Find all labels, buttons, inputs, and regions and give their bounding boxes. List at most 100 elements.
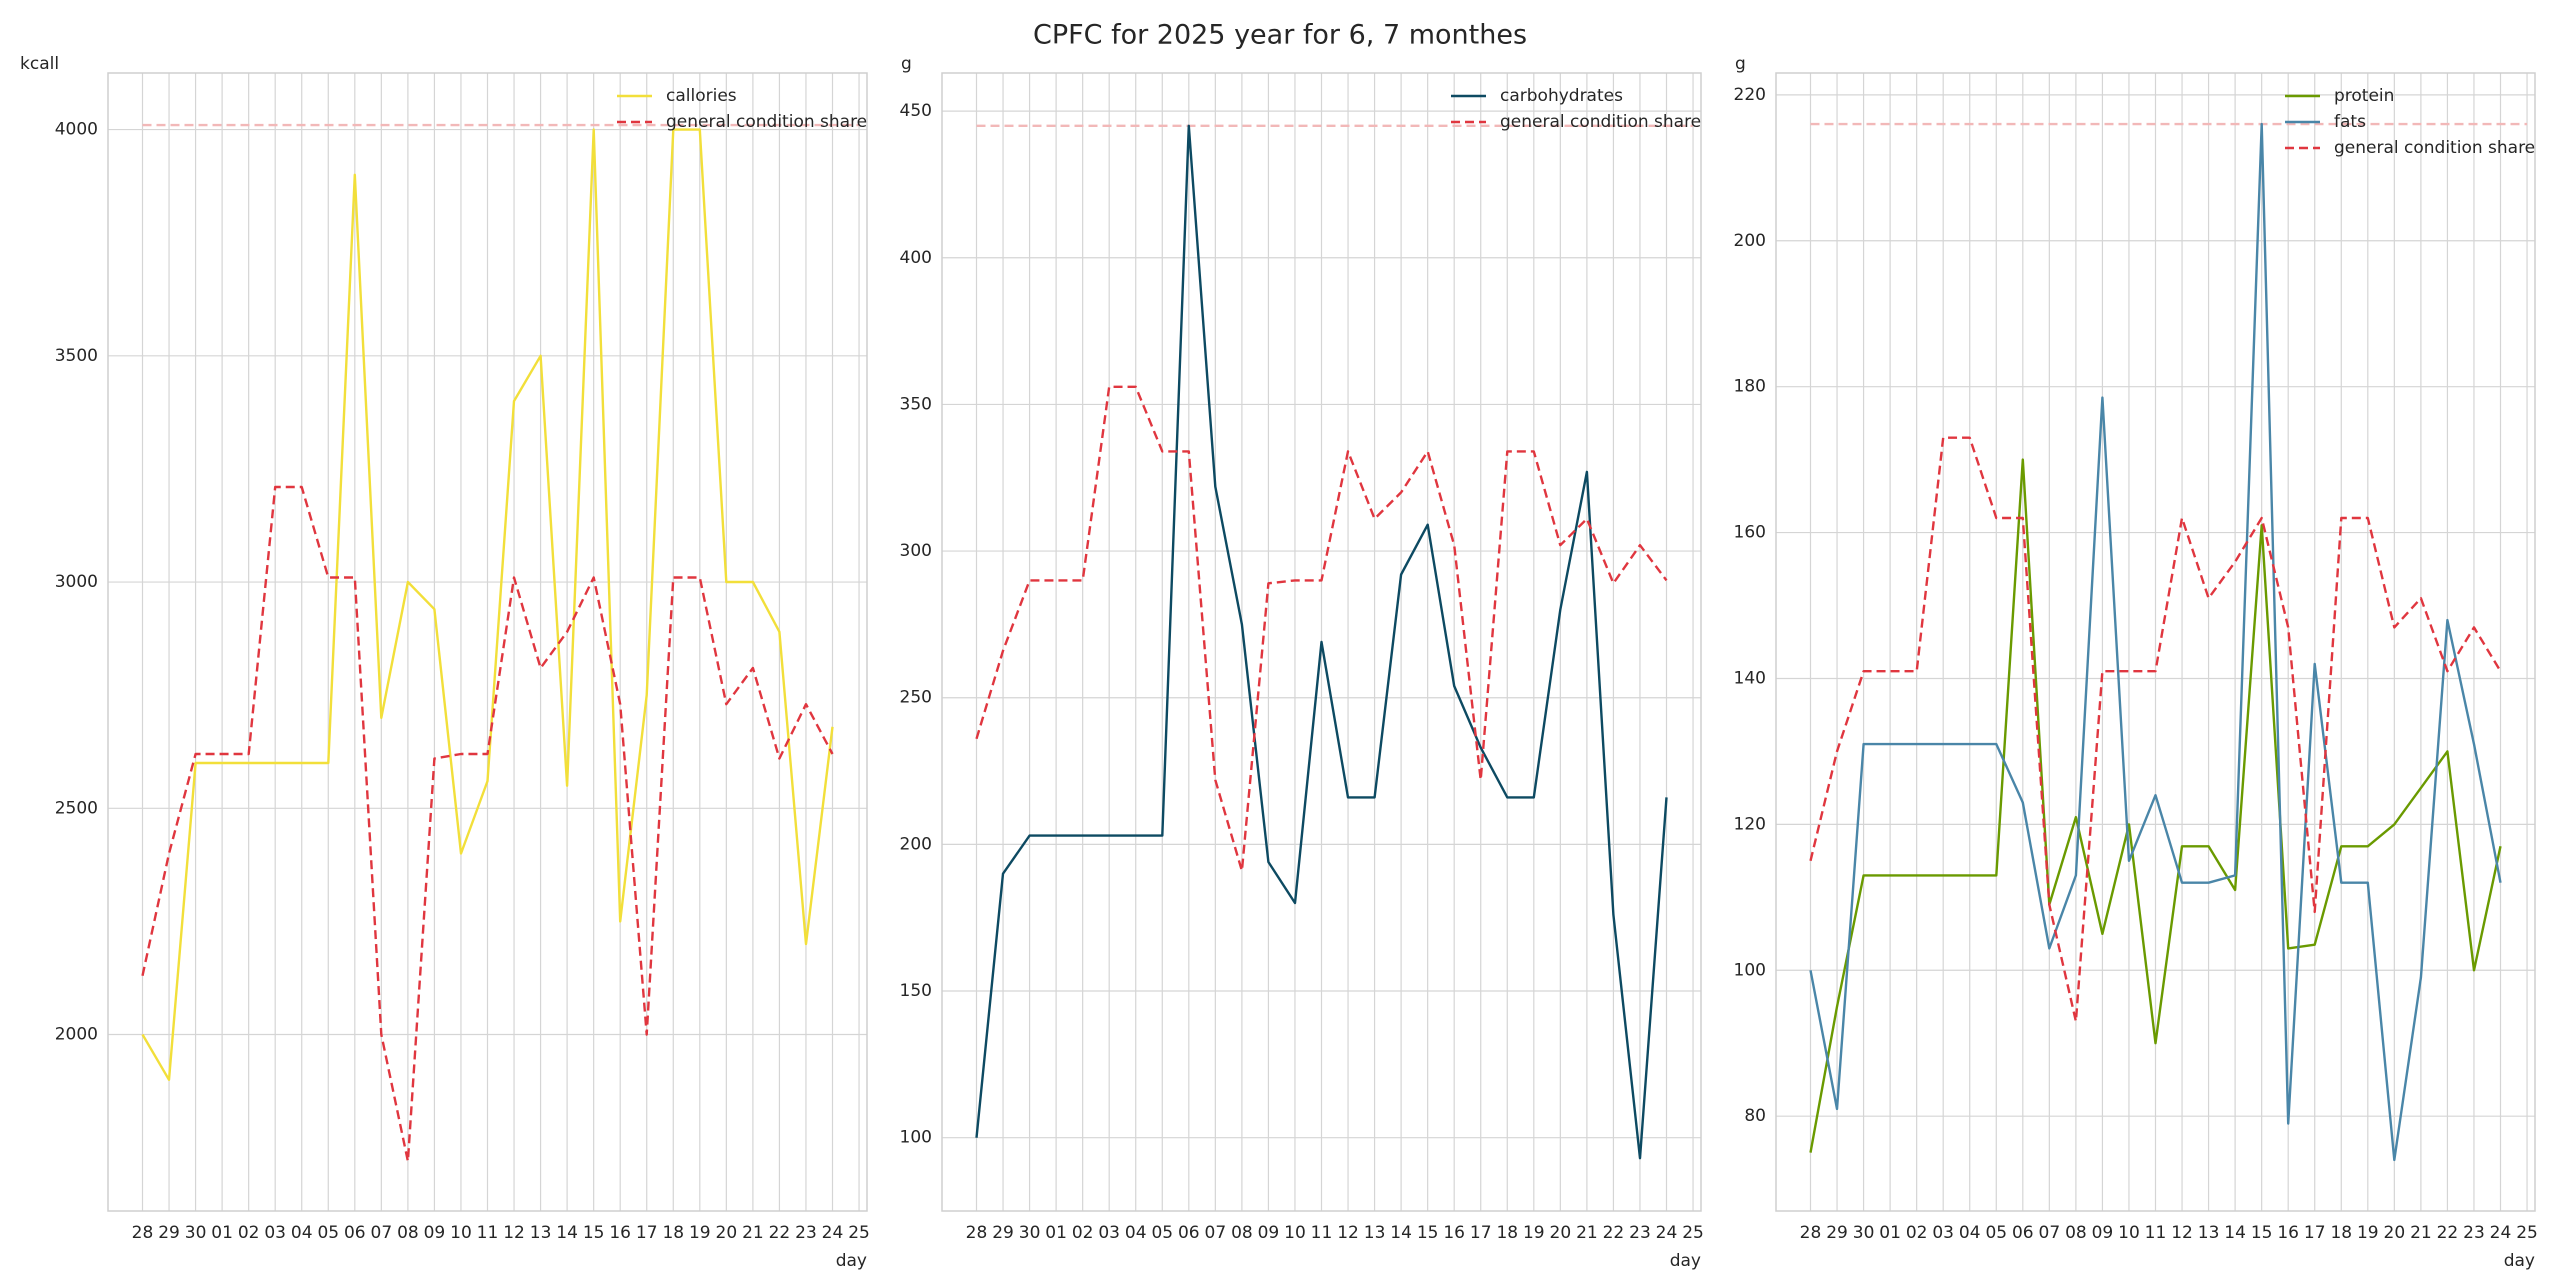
x-tick-label: 07 xyxy=(371,1223,393,1243)
x-tick-label: 12 xyxy=(2171,1223,2193,1243)
y-tick-label: 250 xyxy=(900,688,932,708)
x-tick-label: 07 xyxy=(2039,1223,2061,1243)
y-axis-label: kcall xyxy=(20,54,59,74)
y-tick-label: 140 xyxy=(1734,668,1766,688)
x-tick-label: 09 xyxy=(1258,1223,1280,1243)
series-line xyxy=(1809,122,2502,1162)
legend-label: general condition share xyxy=(666,112,867,132)
series-line xyxy=(141,485,834,1163)
x-axis-label: day xyxy=(1670,1251,1701,1271)
x-tick-label: 23 xyxy=(795,1223,817,1243)
x-axis-label: day xyxy=(2504,1251,2535,1271)
x-tick-label: 23 xyxy=(1629,1223,1651,1243)
y-tick-label: 80 xyxy=(1744,1106,1766,1126)
x-tick-label: 24 xyxy=(822,1223,844,1243)
x-tick-label: 01 xyxy=(1879,1223,1901,1243)
x-tick-label: 08 xyxy=(397,1223,419,1243)
series-line xyxy=(1809,436,2502,1023)
x-tick-label: 24 xyxy=(2490,1223,2512,1243)
x-tick-label: 06 xyxy=(344,1223,366,1243)
x-tick-label: 19 xyxy=(1523,1223,1545,1243)
x-tick-label: 10 xyxy=(1284,1223,1306,1243)
series-line xyxy=(1809,458,2502,1153)
x-axis-label: day xyxy=(836,1251,867,1271)
x-tick-label: 19 xyxy=(689,1223,711,1243)
x-tick-label: 18 xyxy=(2330,1223,2352,1243)
panel: 28 29 30 01 02 03 04 05 06 07 08 09 10 11 12 13 14 15 16 17… xyxy=(1734,54,2538,1271)
x-tick-label: 22 xyxy=(769,1223,791,1243)
x-tick-label: 17 xyxy=(636,1223,658,1243)
x-tick-label: 18 xyxy=(1496,1223,1518,1243)
x-tick-label: 24 xyxy=(1656,1223,1678,1243)
series-line xyxy=(975,124,1668,1160)
x-tick-label: 17 xyxy=(2304,1223,2326,1243)
y-tick-label: 200 xyxy=(900,834,932,854)
x-tick-label: 30 xyxy=(1019,1223,1041,1243)
axes-frame xyxy=(1775,72,2536,1212)
x-tick-label: 10 xyxy=(2118,1223,2140,1243)
y-tick-label: 450 xyxy=(900,101,932,121)
y-tick-label: 100 xyxy=(900,1128,932,1148)
y-tick-label: 400 xyxy=(900,248,932,268)
x-tick-label: 25 xyxy=(848,1223,870,1243)
y-tick-label: 350 xyxy=(900,394,932,414)
x-tick-label: 16 xyxy=(2277,1223,2299,1243)
x-tick-label: 28 xyxy=(132,1223,154,1243)
x-tick-label: 30 xyxy=(185,1223,207,1243)
x-tick-label: 19 xyxy=(2357,1223,2379,1243)
x-tick-label: 16 xyxy=(609,1223,631,1243)
x-tick-label: 20 xyxy=(1550,1223,1572,1243)
x-tick-label: 04 xyxy=(291,1223,313,1243)
x-tick-label: 12 xyxy=(1337,1223,1359,1243)
x-tick-label: 16 xyxy=(1443,1223,1465,1243)
x-tick-label: 08 xyxy=(1231,1223,1253,1243)
x-tick-label: 01 xyxy=(1045,1223,1067,1243)
x-tick-label: 14 xyxy=(556,1223,578,1243)
y-tick-label: 150 xyxy=(900,981,932,1001)
x-tick-label: 06 xyxy=(1178,1223,1200,1243)
x-tick-label: 06 xyxy=(2012,1223,2034,1243)
x-tick-label: 03 xyxy=(1932,1223,1954,1243)
x-tick-label: 21 xyxy=(1576,1223,1598,1243)
x-tick-label: 18 xyxy=(662,1223,684,1243)
x-tick-label: 23 xyxy=(2463,1223,2485,1243)
x-tick-label: 29 xyxy=(1826,1223,1848,1243)
x-tick-label: 13 xyxy=(1364,1223,1386,1243)
y-tick-label: 4000 xyxy=(55,120,98,140)
y-tick-label: 3500 xyxy=(55,346,98,366)
panel: 28 29 30 01 02 03 04 05 06 07 08 09 10 11 12 13 14 15 16 17… xyxy=(20,54,870,1271)
x-tick-label: 05 xyxy=(1151,1223,1173,1243)
x-tick-label: 08 xyxy=(2065,1223,2087,1243)
x-tick-label: 01 xyxy=(211,1223,233,1243)
x-tick-label: 15 xyxy=(2251,1223,2273,1243)
x-tick-label: 14 xyxy=(2224,1223,2246,1243)
series-line xyxy=(975,385,1668,872)
x-tick-label: 17 xyxy=(1470,1223,1492,1243)
x-tick-label: 20 xyxy=(2384,1223,2406,1243)
x-tick-label: 30 xyxy=(1853,1223,1875,1243)
y-axis-label: g xyxy=(901,54,912,74)
x-tick-label: 29 xyxy=(158,1223,180,1243)
x-tick-label: 14 xyxy=(1390,1223,1412,1243)
x-tick-label: 04 xyxy=(1959,1223,1981,1243)
legend-label: carbohydrates xyxy=(1500,86,1623,106)
figure-title: CPFC for 2025 year for 6, 7 monthes xyxy=(1033,20,1527,51)
y-tick-label: 2500 xyxy=(55,798,98,818)
x-tick-label: 20 xyxy=(716,1223,738,1243)
x-tick-label: 28 xyxy=(966,1223,988,1243)
x-tick-label: 22 xyxy=(1603,1223,1625,1243)
legend-label: callories xyxy=(666,86,737,106)
legend-label: fats xyxy=(2334,112,2366,132)
y-tick-label: 300 xyxy=(900,541,932,561)
y-tick-label: 3000 xyxy=(55,572,98,592)
x-tick-label: 09 xyxy=(424,1223,446,1243)
x-tick-label: 25 xyxy=(2516,1223,2538,1243)
y-tick-label: 200 xyxy=(1734,231,1766,251)
axes-frame xyxy=(107,72,868,1212)
legend-label: protein xyxy=(2334,86,2394,106)
x-tick-label: 02 xyxy=(1072,1223,1094,1243)
x-tick-label: 05 xyxy=(1985,1223,2007,1243)
x-tick-label: 02 xyxy=(1906,1223,1928,1243)
